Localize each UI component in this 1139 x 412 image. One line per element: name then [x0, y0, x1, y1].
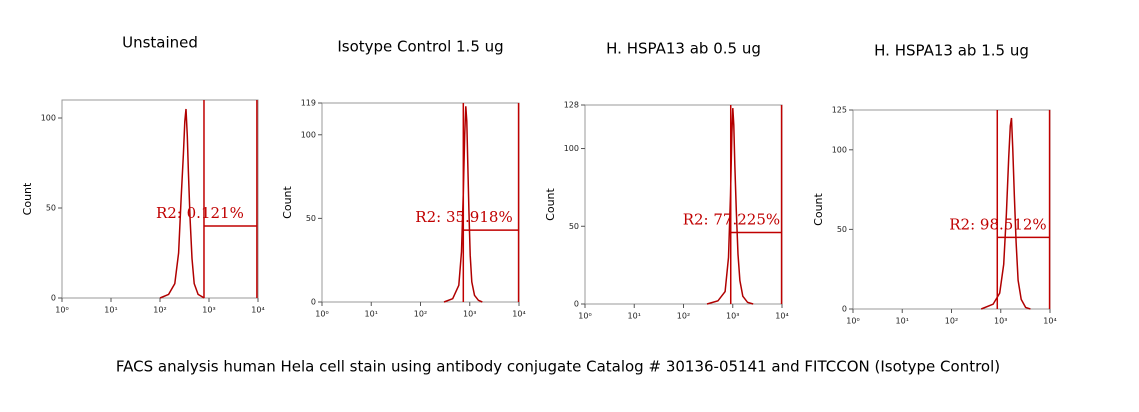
plot-frame: [321, 102, 520, 303]
x-tick-label: 10⁴: [251, 306, 264, 315]
gate-annotation: R2: 0.121%: [156, 204, 244, 222]
y-axis-label: Count: [281, 185, 294, 218]
y-tick-label: 50: [569, 222, 579, 231]
x-tick-label: 10²: [414, 310, 427, 319]
x-tick-label: 10⁴: [512, 310, 525, 319]
y-tick-label: 50: [46, 204, 56, 213]
caption: FACS analysis human Hela cell stain usin…: [116, 358, 1000, 376]
x-tick-label: 10³: [726, 312, 739, 321]
x-tick-label: 10⁰: [55, 306, 68, 315]
panel-title: Isotype Control 1.5 ug: [337, 38, 503, 56]
histogram-line: [980, 117, 1031, 310]
x-tick-label: 10²: [677, 312, 690, 321]
x-tick-label: 10⁴: [775, 312, 788, 321]
gate-annotation: R2: 98.512%: [949, 215, 1046, 233]
y-axis-label: Count: [812, 192, 825, 225]
y-tick-label: 0: [51, 294, 56, 303]
y-tick-label: 100: [301, 130, 316, 139]
x-tick-label: 10⁴: [1043, 317, 1056, 326]
x-tick-label: 10¹: [896, 317, 909, 326]
plot-frame: [584, 104, 783, 305]
y-tick-label: 0: [842, 305, 847, 314]
plot-frame: [852, 109, 1051, 310]
x-tick-label: 10¹: [104, 306, 117, 315]
y-tick-label: 50: [837, 225, 847, 234]
histogram-line: [706, 108, 754, 305]
plot-frame: [61, 99, 259, 299]
x-tick-label: 10²: [945, 317, 958, 326]
x-tick-label: 10¹: [365, 310, 378, 319]
y-tick-label: 100: [832, 145, 847, 154]
y-tick-label: 125: [832, 106, 847, 115]
x-tick-label: 10³: [463, 310, 476, 319]
histogram-line: [159, 108, 205, 299]
gate-annotation: R2: 35.918%: [415, 208, 512, 226]
x-tick-label: 10¹: [628, 312, 641, 321]
y-tick-label: 0: [311, 298, 316, 307]
panel-title: H. HSPA13 ab 1.5 ug: [874, 42, 1029, 60]
x-tick-label: 10³: [202, 306, 215, 315]
y-axis-label: Count: [21, 182, 34, 215]
histogram-line: [443, 106, 483, 303]
panel-title: Unstained: [122, 34, 198, 52]
y-tick-label: 50: [306, 214, 316, 223]
x-tick-label: 10³: [994, 317, 1007, 326]
y-tick-label: 100: [41, 114, 56, 123]
x-tick-label: 10⁰: [315, 310, 328, 319]
y-axis-label: Count: [544, 187, 557, 220]
gate-annotation: R2: 77.225%: [683, 210, 780, 228]
y-tick-label: 119: [301, 99, 316, 108]
y-tick-label: 128: [564, 101, 579, 110]
x-tick-label: 10⁰: [578, 312, 591, 321]
x-tick-label: 10⁰: [846, 317, 859, 326]
x-tick-label: 10²: [153, 306, 166, 315]
y-tick-label: 0: [574, 300, 579, 309]
panel-title: H. HSPA13 ab 0.5 ug: [606, 40, 761, 58]
y-tick-label: 100: [564, 144, 579, 153]
